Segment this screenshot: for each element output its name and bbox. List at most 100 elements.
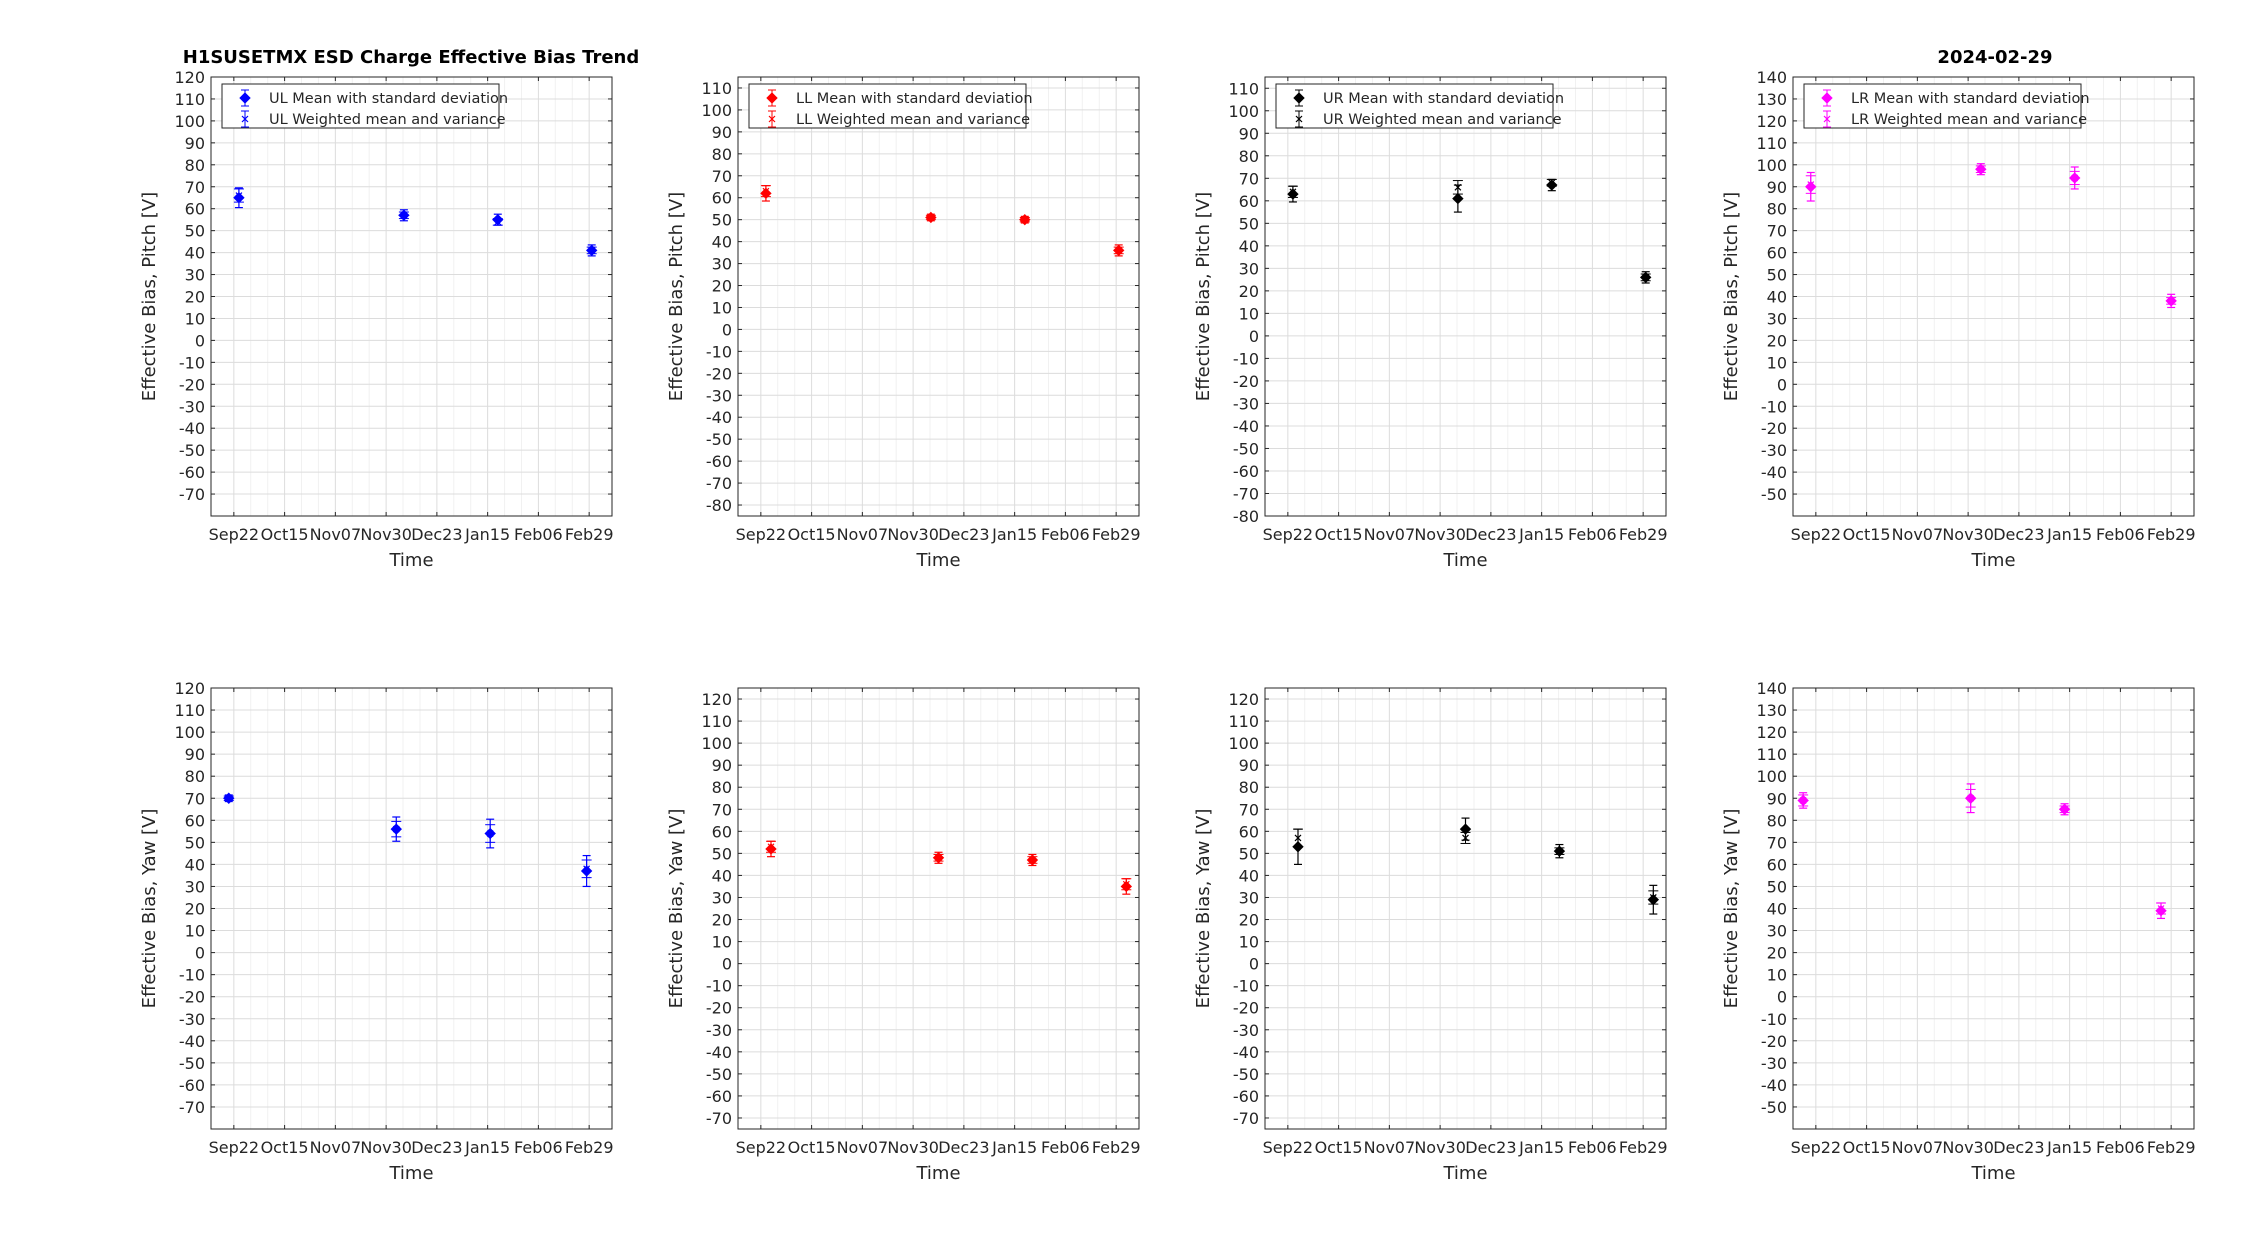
- weighted-point: [223, 794, 234, 802]
- y-tick-label: 60: [185, 811, 205, 830]
- x-tick-label: Nov07: [1364, 525, 1416, 544]
- x-tick-label: Feb06: [1568, 1138, 1617, 1157]
- y-tick-label: 40: [1767, 288, 1787, 307]
- legend-label: UR Mean with standard deviation: [1323, 91, 1564, 107]
- weighted-point: [398, 211, 409, 220]
- legend-label: LL Mean with standard deviation: [796, 91, 1033, 107]
- plot-area: [1265, 688, 1666, 1129]
- y-axis-title: Effective Bias, Yaw [V]: [1193, 809, 1214, 1009]
- y-axis-title: Effective Bias, Pitch [V]: [666, 192, 687, 401]
- y-tick-label: 80: [712, 145, 732, 164]
- y-tick-label: 90: [1239, 756, 1259, 775]
- weighted-point: [581, 859, 592, 879]
- weighted-point: [1975, 165, 1986, 173]
- x-tick-label: Oct15: [788, 1138, 836, 1157]
- y-tick-label: -10: [1233, 349, 1259, 368]
- subplot-ur-pitch: -80 -70 -60 -50 -40 -30 -20 -10 0 10 20 30 40 50 60 70 8…: [1193, 76, 1668, 571]
- y-tick-label: 0: [1777, 375, 1787, 394]
- y-axis-title: Effective Bias, Pitch [V]: [139, 192, 160, 401]
- subplot-ll-yaw: -70 -60 -50 -40 -30 -20 -10 0 10 20 30 40 50 60 70 80 90…: [666, 687, 1141, 1184]
- y-tick-label: 80: [1239, 778, 1259, 797]
- y-tick-label: 40: [712, 866, 732, 885]
- legend-label: LL Weighted mean and variance: [796, 112, 1030, 128]
- subplot-lr-yaw: -50 -40 -30 -20 -10 0 10 20 30 40 50 60 70 80 90 100 110…: [1721, 679, 2196, 1184]
- y-tick-label: -20: [1233, 999, 1259, 1018]
- y-tick-label: -30: [179, 397, 205, 416]
- weighted-point: [1805, 175, 1816, 194]
- x-axis-title: Time: [1442, 550, 1487, 571]
- y-tick-label: 10: [1239, 933, 1259, 952]
- legend-box: [1803, 83, 2082, 129]
- x-tick-label: Feb29: [2147, 525, 2196, 544]
- y-tick-label: 50: [1767, 877, 1787, 896]
- y-tick-label: 10: [712, 933, 732, 952]
- weighted-point: [1640, 273, 1651, 282]
- legend-label: UL Mean with standard deviation: [269, 91, 508, 107]
- y-tick-label: 100: [701, 734, 732, 753]
- axes-box: [737, 687, 1140, 1130]
- y-tick-label: -10: [179, 966, 205, 985]
- x-tick-label: Oct15: [261, 525, 309, 544]
- weighted-point: [2156, 902, 2167, 915]
- y-tick-label: 70: [185, 789, 205, 808]
- y-tick-label: 20: [1239, 911, 1259, 930]
- y-tick-label: -50: [706, 1065, 732, 1084]
- legend-box: [1275, 83, 1554, 129]
- y-tick-label: 40: [185, 244, 205, 263]
- y-tick-label: 130: [1756, 701, 1787, 720]
- y-tick-label: 110: [701, 79, 732, 98]
- legend-entry-mean: LR Mean with standard deviation: [1821, 89, 2090, 107]
- y-tick-label: -60: [1233, 462, 1259, 481]
- y-tick-label: 10: [1239, 304, 1259, 323]
- x-tick-label: Nov30: [887, 1138, 939, 1157]
- figure-title-right: 2024-02-29: [1937, 47, 2052, 68]
- x-tick-label: Oct15: [788, 525, 836, 544]
- y-tick-label: 130: [1756, 90, 1787, 109]
- x-tick-label: Jan15: [1518, 1138, 1564, 1157]
- y-tick-label: 70: [712, 167, 732, 186]
- y-tick-label: -80: [1233, 507, 1259, 526]
- y-tick-label: 120: [174, 679, 205, 698]
- y-tick-label: 80: [1239, 147, 1259, 166]
- y-tick-label: 70: [1767, 833, 1787, 852]
- legend-entry-mean: UL Mean with standard deviation: [239, 89, 508, 107]
- x-tick-label: Feb29: [1092, 525, 1141, 544]
- y-tick-label: 0: [1249, 955, 1259, 974]
- weighted-point: [1121, 878, 1132, 891]
- y-tick-label: -70: [706, 1109, 732, 1128]
- weighted-point: [1554, 847, 1565, 855]
- x-tick-label: Feb29: [1092, 1138, 1141, 1157]
- weighted-point: [485, 824, 496, 843]
- y-tick-label: 60: [1767, 244, 1787, 263]
- legend: LR Mean with standard deviation LR Weight…: [1803, 83, 2090, 129]
- x-axis-title: Time: [388, 1163, 433, 1184]
- x-tick-label: Sep22: [736, 525, 787, 544]
- y-tick-label: 90: [712, 756, 732, 775]
- x-tick-label: Oct15: [1315, 525, 1363, 544]
- y-tick-label: 120: [174, 68, 205, 87]
- x-tick-label: Nov07: [1892, 1138, 1944, 1157]
- y-tick-label: -20: [179, 988, 205, 1007]
- y-tick-label: 120: [701, 690, 732, 709]
- x-tick-label: Nov30: [360, 525, 412, 544]
- y-tick-label: 10: [1767, 966, 1787, 985]
- x-tick-label: Jan15: [2046, 1138, 2092, 1157]
- y-tick-label: 50: [1239, 214, 1259, 233]
- y-axis-title: Effective Bias, Pitch [V]: [1193, 192, 1214, 401]
- y-tick-label: 30: [185, 877, 205, 896]
- y-tick-label: 20: [1767, 944, 1787, 963]
- x-tick-label: Feb06: [514, 525, 563, 544]
- x-tick-label: Sep22: [1791, 1138, 1842, 1157]
- y-tick-label: 70: [1767, 222, 1787, 241]
- legend-icon-diamond: [1821, 92, 1833, 104]
- y-tick-label: 60: [185, 200, 205, 219]
- y-tick-label: -10: [1233, 977, 1259, 996]
- y-tick-label: 0: [722, 955, 732, 974]
- y-tick-label: -40: [1761, 1076, 1787, 1095]
- y-tick-label: 10: [185, 309, 205, 328]
- x-tick-label: Nov07: [310, 525, 362, 544]
- y-tick-label: -10: [706, 342, 732, 361]
- x-tick-label: Jan15: [464, 525, 510, 544]
- y-tick-label: 90: [1239, 124, 1259, 143]
- y-tick-label: -70: [1233, 1109, 1259, 1128]
